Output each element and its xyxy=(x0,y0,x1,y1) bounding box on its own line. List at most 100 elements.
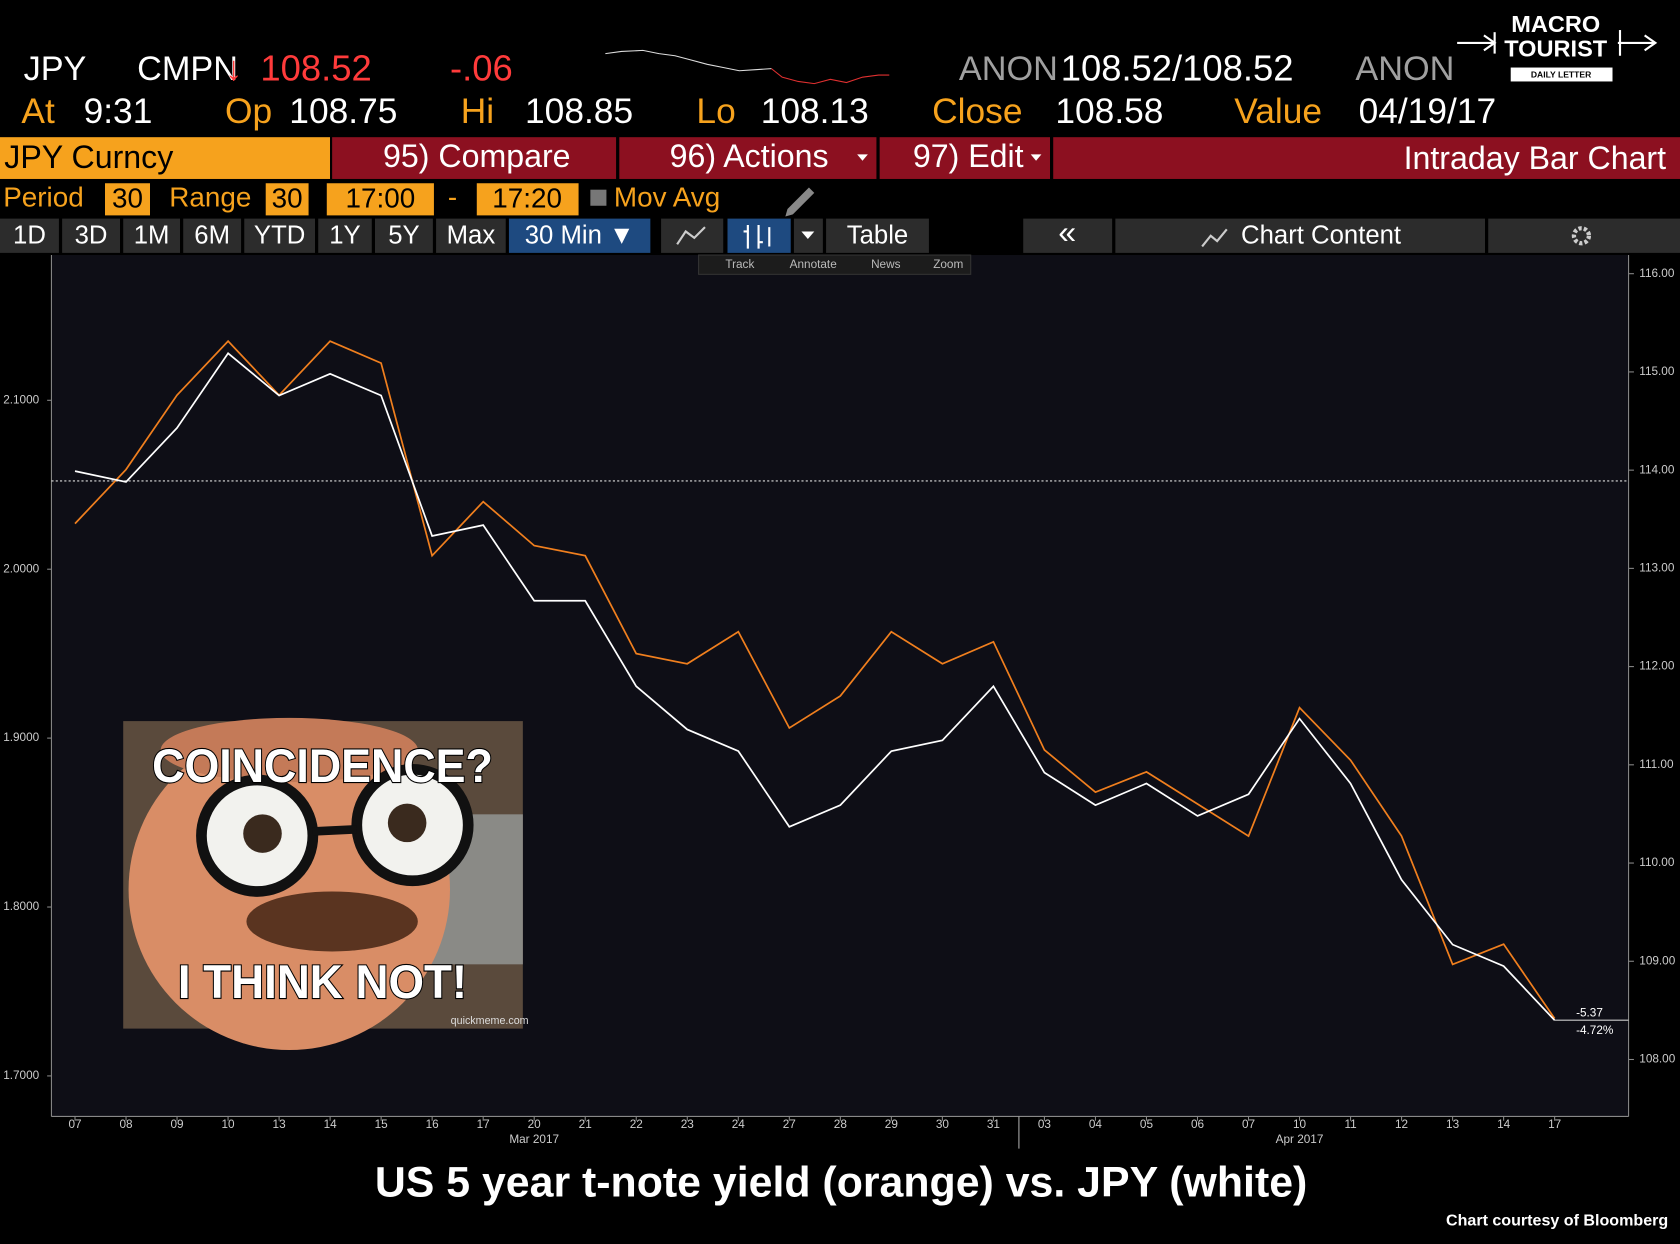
setting-box[interactable] xyxy=(476,183,579,216)
x-tick-label: 24 xyxy=(732,1118,746,1131)
range-label: 1M xyxy=(134,222,170,250)
x-tick-label: 20 xyxy=(528,1118,542,1131)
logo-text: MACRO xyxy=(1511,11,1600,37)
range-button[interactable] xyxy=(183,218,242,253)
chart-content-button[interactable] xyxy=(1115,218,1485,253)
y-tick-label: 2.1000 xyxy=(3,393,39,406)
menu-button[interactable] xyxy=(879,137,1050,179)
x-tick-label: 09 xyxy=(170,1118,183,1131)
range-button[interactable] xyxy=(62,218,120,253)
range-button[interactable] xyxy=(375,218,433,253)
range-button[interactable] xyxy=(244,218,315,253)
x-tick-label: 10 xyxy=(1293,1118,1307,1131)
pencil-icon[interactable] xyxy=(785,187,815,217)
y2-tick-label: 108.00 xyxy=(1639,1053,1675,1066)
arrow: ↓ xyxy=(225,50,242,88)
logo-arrows xyxy=(1457,30,1658,56)
menu-bar xyxy=(1053,137,1680,179)
setting-label: Mov Avg xyxy=(614,182,720,213)
tool-label[interactable]: Track xyxy=(725,258,754,271)
range-label: 3D xyxy=(75,222,108,250)
chart-content-label: Chart Content xyxy=(1241,222,1401,250)
range-button[interactable] xyxy=(0,218,59,253)
range-button[interactable] xyxy=(123,218,180,253)
source: CMPN xyxy=(137,50,238,88)
range-label: 6M xyxy=(194,222,230,250)
range-label: 1D xyxy=(13,222,46,250)
dropdown-arrow xyxy=(857,154,868,161)
quote-field: 04/19/17 xyxy=(1359,92,1497,131)
y-tick-label: 2.0000 xyxy=(3,562,39,575)
x-tick-label: 07 xyxy=(1242,1118,1255,1131)
setting-value: 17:00 xyxy=(346,183,416,214)
bar-icon xyxy=(743,225,771,249)
y2-tick-label: 112.00 xyxy=(1639,660,1675,673)
x-tick-label: 12 xyxy=(1395,1118,1408,1131)
y2-tick-label: 111.00 xyxy=(1639,758,1674,771)
x-tick-label: 06 xyxy=(1191,1118,1205,1131)
y2-tick-label: 110.00 xyxy=(1639,856,1675,869)
range-label: 5Y xyxy=(388,222,419,250)
range-button[interactable] xyxy=(436,218,506,253)
x-tick-label: 07 xyxy=(68,1118,81,1131)
x-tick-label: 15 xyxy=(375,1118,389,1131)
x-tick-label: 13 xyxy=(273,1118,287,1131)
ask-source: ANON xyxy=(1355,50,1454,88)
logo-banner xyxy=(1510,67,1613,82)
setting-box[interactable] xyxy=(326,183,434,216)
x-tick-label: 05 xyxy=(1140,1118,1154,1131)
end-label: -4.72% xyxy=(1576,1024,1614,1037)
quote-field: At xyxy=(21,92,55,131)
x-tick-label: 13 xyxy=(1446,1118,1460,1131)
collapse-button[interactable] xyxy=(1023,218,1113,253)
menu-label: 95) Compare xyxy=(383,138,570,174)
interval-label: 30 Min ▼ xyxy=(525,222,635,250)
change: -.06 xyxy=(450,47,513,88)
quote-field: Lo xyxy=(696,92,735,131)
tool-label[interactable]: News xyxy=(871,258,901,271)
series-line xyxy=(74,352,1556,1021)
end-label: -5.37 xyxy=(1576,1007,1603,1020)
sparkline xyxy=(605,49,772,72)
chart-source: Chart courtesy of Bloomberg xyxy=(1446,1212,1668,1230)
quote-field: 9:31 xyxy=(84,92,153,131)
y2-tick-label: 113.00 xyxy=(1639,561,1675,574)
setting-box[interactable] xyxy=(265,183,309,216)
table-button[interactable] xyxy=(826,218,929,253)
x-tick-label: 23 xyxy=(681,1118,695,1131)
quote-field: 108.85 xyxy=(525,92,633,131)
menu-button[interactable] xyxy=(619,137,877,179)
y2-tick-label: 116.00 xyxy=(1639,267,1675,280)
interval-button[interactable] xyxy=(508,218,651,253)
x-tick-label: 16 xyxy=(426,1118,440,1131)
meme-image xyxy=(123,717,523,1051)
security-box[interactable] xyxy=(0,137,330,179)
dropdown-arrow xyxy=(1030,154,1042,161)
range-button[interactable] xyxy=(318,218,372,253)
security: JPY Curncy xyxy=(4,139,173,175)
setting-value: 30 xyxy=(112,183,143,214)
checkbox[interactable] xyxy=(590,189,607,206)
y-tick-label: 1.9000 xyxy=(3,731,39,744)
tool-label[interactable]: Zoom xyxy=(933,258,963,271)
tool-label[interactable]: Annotate xyxy=(790,258,838,271)
sparkline xyxy=(771,68,890,85)
meme-text: I THINK NOT! xyxy=(178,955,467,1008)
x-tick-label: 08 xyxy=(119,1118,133,1131)
x-group-label: Mar 2017 xyxy=(509,1133,559,1146)
collapse-label: « xyxy=(1058,214,1076,250)
setting-label: Period xyxy=(3,182,84,213)
meme-watermark: quickmeme.com xyxy=(451,1015,529,1027)
x-tick-label: 14 xyxy=(1497,1118,1511,1131)
x-tick-label: 22 xyxy=(630,1118,643,1131)
setting-box[interactable] xyxy=(105,183,150,216)
chart-icon xyxy=(1201,228,1228,248)
quote-field: Value xyxy=(1234,92,1322,131)
line-icon xyxy=(676,226,706,245)
menu-button[interactable] xyxy=(332,137,617,179)
setting-value: 17:20 xyxy=(492,183,562,214)
settings-button[interactable] xyxy=(1488,218,1680,253)
quote-field: 108.13 xyxy=(761,92,869,131)
x-tick-label: 11 xyxy=(1344,1118,1356,1131)
